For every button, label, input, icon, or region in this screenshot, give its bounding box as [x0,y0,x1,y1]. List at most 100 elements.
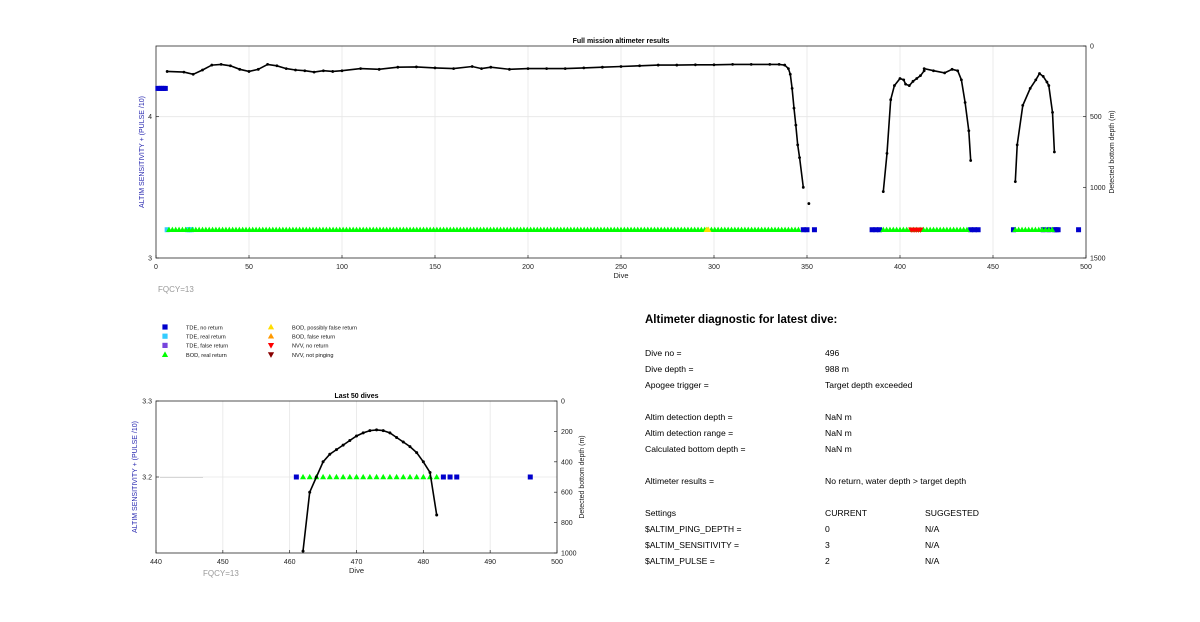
full-mission-bottom-depth-point [889,98,893,102]
full-mission-xtick-label: 0 [154,264,158,271]
last-50-bottom-depth-point [341,443,345,447]
diag-label-apogee-trigger: Apogee trigger = [645,380,709,390]
settings-header-suggested: SUGGESTED [925,508,979,518]
last-50-marker-bod-real-return [433,473,440,480]
full-mission-bottom-depth-point [294,68,297,72]
full-mission-bottom-depth-point [638,64,641,68]
last-50-ytick-left-label: 3.3 [142,399,152,406]
full-mission-bottom-depth-point [790,87,794,90]
full-mission-bottom-depth-point [907,84,911,87]
last-50-marker-bod-real-return [320,473,327,480]
full-mission-bottom-depth-point [967,129,971,133]
setting-label-sensitivity: $ALTIM_SENSITIVITY = [645,540,740,550]
diag-label-calculated-bottom-depth: Calculated bottom depth = [645,444,746,454]
last-50-ylabel-right: Detected bottom depth (m) [579,435,586,518]
full-mission-bottom-depth-point [943,71,947,75]
full-mission-bottom-depth-point [396,65,400,69]
full-mission-bottom-depth-point [165,70,169,73]
full-mission-marker-bod-real-return [963,226,970,232]
last-50-bottom-depth-point [368,429,372,433]
full-mission-bottom-depth-point [1052,150,1056,154]
last-50-markers [293,473,533,480]
full-mission-bottom-depth-point [950,67,954,71]
full-mission-bottom-depth-point [238,67,242,71]
full-mission-bottom-depth-point [582,66,586,70]
full-mission-marker-tde-no-return [877,227,883,233]
full-mission-bottom-depth-point [619,65,623,68]
full-mission-bottom-depth-point [902,78,906,82]
legend-label-nvv-no-return: NVV, no return [292,344,329,350]
full-mission-fqcy-annotation: FQCY=13 [158,285,194,294]
last-50-bottom-depth-point [435,513,439,517]
full-mission-bottom-depth-point [229,64,232,68]
last-50-xtick-label: 460 [284,559,296,566]
last-50-bottom-depth-point [314,475,318,479]
last-50-bottom-depth-point [308,490,312,494]
full-mission-bottom-depth-line [1014,72,1056,182]
diag-value-altim-detection-depth: NaN m [825,412,852,422]
full-mission-bottom-depth-point [1013,180,1017,184]
full-mission-ytick-left-label: 4 [148,114,152,121]
full-mission-marker-tde-no-return [968,227,974,233]
full-mission-bottom-depth-point [922,67,926,71]
full-mission-bottom-depth-point [470,65,474,68]
last-50-marker-bod-real-return [366,473,373,480]
diag-label-dive-depth: Dive depth = [645,364,694,374]
last-50-bottom-depth-point [381,429,385,433]
full-mission-xtick-label: 350 [801,264,813,271]
full-mission-ytick-right-label: 1000 [1090,185,1106,192]
full-mission-xtick-label: 250 [615,264,627,271]
last-50-marker-bod-real-return [393,473,400,480]
legend-label-bod-real-return: BOD, real return [186,353,227,359]
last-50-xtick-label: 440 [150,559,162,566]
setting-current-pulse: 2 [825,556,830,566]
last-50-xtick-label: 490 [484,559,496,566]
last-50-ytick-right-label: 0 [561,399,565,406]
full-mission-bottom-depth [165,62,1056,205]
last-50-bottom-depth-point [401,440,405,444]
last-50-bottom-depth-point [301,549,305,553]
last-50-marker-bod-real-return [420,473,427,480]
diag-value-altimeter-results: No return, water depth > target depth [825,476,967,486]
full-mission-bottom-depth-point [783,63,787,67]
full-mission-bottom-depth-point [1034,78,1038,82]
last-50-marker-bod-real-return [340,473,347,480]
setting-suggested-ping-depth: N/A [925,524,940,534]
last-50-ytick-left-label: 3.2 [142,475,152,482]
full-mission-bottom-depth-point [1038,72,1041,75]
last-50-title: Last 50 dives [335,393,379,400]
last-50-bottom-depth-point [421,460,425,464]
last-50-marker-tde-no-return [527,474,533,480]
full-mission-marker-bod-real-return [795,226,802,232]
last-50-bottom-depth-point [355,434,358,438]
setting-suggested-sensitivity: N/A [925,540,940,550]
last-50-bottom-depth-point [321,460,325,464]
setting-current-ping-depth: 0 [825,524,830,534]
legend-icon-tde-false-return [162,342,168,348]
last-50-bottom-depth-line [302,429,438,552]
last-50-marker-bod-real-return [400,473,407,480]
full-mission-marker-tde-no-return [1076,227,1082,233]
diag-value-dive-no: 496 [825,348,840,358]
legend-icon-nvv-no-return [267,343,275,349]
diag-label-altim-detection-depth: Altim detection depth = [645,412,733,422]
last-50-ylabel-left: ALTIM SENSITIVITY + (PULSE /10) [132,421,139,533]
full-mission-ytick-right-label: 500 [1090,114,1102,121]
full-mission-xlabel: Dive [613,271,628,280]
last-50-marker-bod-real-return [360,473,367,480]
diag-label-dive-no: Dive no = [645,348,682,358]
last-50-marker-tde-no-return [293,474,299,480]
last-50-bottom-depth-point [361,431,365,435]
full-mission-bottom-depth-point [768,62,772,66]
full-mission-xtick-label: 300 [708,264,720,271]
full-mission-bottom-depth-point [1021,103,1025,107]
full-mission-bottom-depth-point [275,64,279,68]
last-50-marker-bod-real-return [413,473,420,480]
diagnostic-title: Altimeter diagnostic for latest dive: [645,314,838,326]
full-mission-bottom-depth-point [1028,87,1032,90]
diag-label-altimeter-results: Altimeter results = [645,476,715,486]
full-mission-bottom-depth-point [340,69,344,73]
last-50-marker-bod-real-return [353,473,360,480]
full-mission-bottom-depth-line [167,63,805,188]
